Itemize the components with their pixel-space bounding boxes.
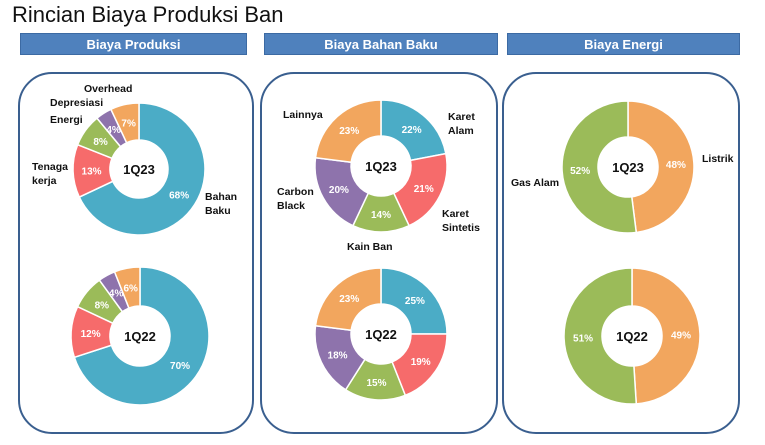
data-label-energi: 8% xyxy=(93,137,108,148)
header-biaya-bahan-baku: Biaya Bahan Baku xyxy=(264,33,498,55)
category-label-depresiasi: Depresiasi xyxy=(50,97,103,109)
data-label-karet-alam: 25% xyxy=(405,296,425,307)
slice-biaya-bahan-baku-1q23-lainnya xyxy=(314,99,382,164)
header-biaya-energi: Biaya Energi xyxy=(507,33,740,55)
data-label-depresiasi: 4% xyxy=(109,289,124,300)
category-label-energi: Energi xyxy=(50,114,83,126)
slice-biaya-bahan-baku-1q22-lainnya xyxy=(314,267,382,332)
category-label-listrik: Listrik xyxy=(702,153,734,165)
data-label-kain-ban: 14% xyxy=(371,210,391,221)
slice-biaya-produksi-1q23-overhead xyxy=(109,102,140,144)
data-label-kain-ban: 15% xyxy=(366,378,386,389)
slice-biaya-produksi-1q23-bahan-baku xyxy=(78,102,206,236)
slice-biaya-energi-1q23-listrik xyxy=(627,100,695,234)
center-label-1q23: 1Q23 xyxy=(612,160,644,175)
slice-biaya-produksi-1q22-bahan-baku xyxy=(73,266,210,406)
category-label-karet-sintetis: Karet Sintetis xyxy=(442,208,480,234)
data-label-karet-alam: 22% xyxy=(402,125,422,136)
data-label-karet-sintetis: 21% xyxy=(414,184,434,195)
category-label-gas-alam: Gas Alam xyxy=(511,177,559,189)
category-label-overhead: Overhead xyxy=(84,83,132,95)
center-label-1q23: 1Q23 xyxy=(365,159,397,174)
data-label-listrik: 48% xyxy=(666,160,686,171)
data-label-bahan-baku: 68% xyxy=(169,190,189,201)
header-biaya-produksi: Biaya Produksi xyxy=(20,33,247,55)
center-label-1q22: 1Q22 xyxy=(124,329,156,344)
data-label-karet-sintetis: 19% xyxy=(411,357,431,368)
data-label-listrik: 49% xyxy=(671,330,691,341)
center-label-1q22: 1Q22 xyxy=(365,327,397,342)
slice-biaya-energi-1q23-gas-alam xyxy=(561,100,638,234)
category-label-carbon-black: Carbon Black xyxy=(277,186,314,212)
category-label-karet-alam: Karet Alam xyxy=(448,111,475,137)
data-label-carbon-black: 18% xyxy=(328,350,348,361)
data-label-depresiasi: 4% xyxy=(106,125,121,136)
slice-biaya-produksi-1q22-overhead xyxy=(113,266,141,310)
slice-biaya-energi-1q22-gas-alam xyxy=(563,267,638,405)
center-label-1q22: 1Q22 xyxy=(616,329,648,344)
category-label-kain-ban: Kain Ban xyxy=(347,241,393,253)
slice-biaya-energi-1q22-listrik xyxy=(631,267,701,405)
data-label-lainnya: 23% xyxy=(339,294,359,305)
category-label-tenaga-kerja: Tenaga kerja xyxy=(32,161,68,187)
data-label-gas-alam: 52% xyxy=(570,166,590,177)
data-label-tenaga-kerja: 13% xyxy=(82,166,102,177)
data-label-carbon-black: 20% xyxy=(329,185,349,196)
data-label-overhead: 6% xyxy=(123,283,138,294)
page-title: Rincian Biaya Produksi Ban xyxy=(12,2,284,27)
data-label-tenaga-kerja: 12% xyxy=(81,329,101,340)
center-label-1q23: 1Q23 xyxy=(123,162,155,177)
data-label-energi: 8% xyxy=(95,300,110,311)
data-label-bahan-baku: 70% xyxy=(170,361,190,372)
data-label-gas-alam: 51% xyxy=(573,334,593,345)
category-label-bahan-baku: Bahan Baku xyxy=(205,191,237,217)
category-label-lainnya: Lainnya xyxy=(283,109,323,121)
slice-biaya-bahan-baku-1q22-karet-alam xyxy=(380,267,448,335)
data-label-lainnya: 23% xyxy=(339,126,359,137)
data-label-overhead: 7% xyxy=(121,119,136,130)
